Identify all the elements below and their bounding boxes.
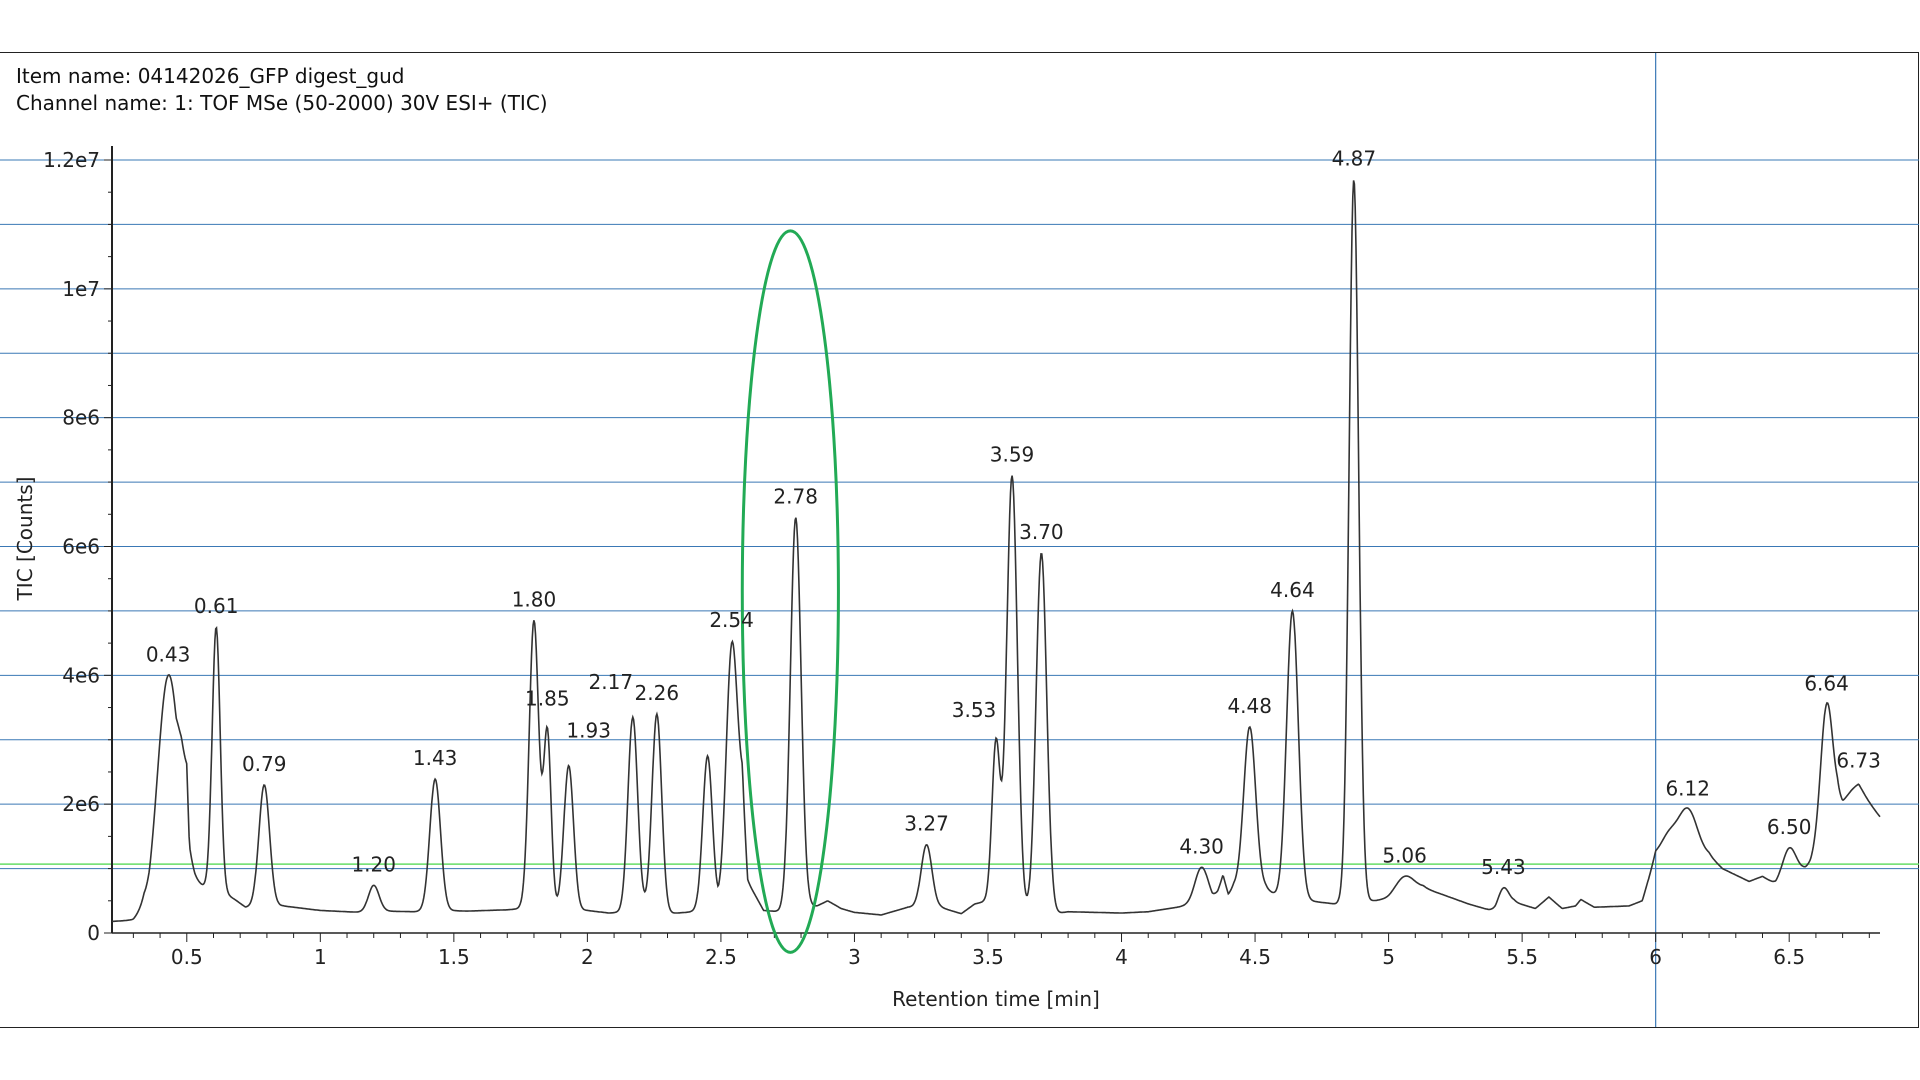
peak-label: 1.93 [566,719,611,743]
y-tick-label: 8e6 [62,406,100,430]
x-tick-label: 3.5 [972,945,1004,969]
y-tick-label: 4e6 [62,663,100,687]
x-tick-label: 1.5 [438,945,470,969]
peak-label: 4.48 [1227,694,1272,718]
peak-label: 4.87 [1332,146,1377,170]
x-tick-label: 2.5 [705,945,737,969]
peak-label: 1.43 [413,746,458,770]
grid-lines [0,159,1919,870]
x-axis-title: Retention time [min] [892,987,1100,1011]
channel-name-label: Channel name: 1: TOF MSe (50-2000) 30V E… [16,91,548,115]
x-tick-label: 0.5 [171,945,203,969]
y-axis-title: TIC [Counts] [13,477,37,602]
peak-label: 6.12 [1665,776,1710,800]
x-tick-label: 3 [848,945,861,969]
peak-label: 2.54 [709,608,754,632]
y-tick-label: 1e7 [62,277,100,301]
peak-label: 3.27 [904,812,949,836]
x-tick-label: 4.5 [1239,945,1271,969]
peak-label: 0.79 [242,752,287,776]
peak-label: 5.43 [1481,855,1526,879]
x-tick-label: 6 [1649,945,1662,969]
peak-label: 1.85 [525,686,570,710]
highlight-ellipse [740,229,840,954]
item-name-label: Item name: 04142026_GFP digest_gud [16,64,405,88]
y-tick-label: 0 [87,921,100,945]
peak-label: 6.50 [1767,815,1812,839]
peak-label: 3.59 [990,443,1035,467]
tick-labels: 0 2e6 4e6 6e6 8e6 1e7 1.2e7 0.5 1 1.5 2 2.5 3 3.5 4 4.5… [43,148,1805,969]
x-tick-label: 4 [1115,945,1128,969]
peak-label: 1.20 [351,852,396,876]
peak-label: 2.78 [773,485,818,509]
peak-label: 3.53 [952,698,997,722]
peak-labels: 0.430.61 0.79 1.20 1.43 1.80 1.85 1.93 2.17 2.26… [146,146,1881,879]
axes [104,146,1880,942]
peak-label: 0.61 [194,594,239,618]
x-tick-label: 1 [314,945,327,969]
chart-frame [0,52,1919,1028]
x-tick-label: 6.5 [1773,945,1805,969]
y-tick-label: 6e6 [62,535,100,559]
peak-label: 5.06 [1382,843,1427,867]
peak-label: 2.26 [635,681,680,705]
peak-label: 4.64 [1270,578,1315,602]
x-tick-label: 5 [1382,945,1395,969]
peak-label: 0.43 [146,642,191,666]
peak-label: 6.64 [1804,671,1849,695]
peak-label: 1.80 [512,588,557,612]
peak-label: 4.30 [1179,834,1224,858]
x-tick-label: 5.5 [1506,945,1538,969]
peak-label: 6.73 [1836,748,1881,772]
y-tick-label: 2e6 [62,792,100,816]
tic-trace-line [112,180,1881,923]
x-tick-label: 2 [581,945,594,969]
peak-label: 3.70 [1019,520,1064,544]
peak-label: 2.17 [589,670,634,694]
y-tick-label: 1.2e7 [43,148,100,172]
